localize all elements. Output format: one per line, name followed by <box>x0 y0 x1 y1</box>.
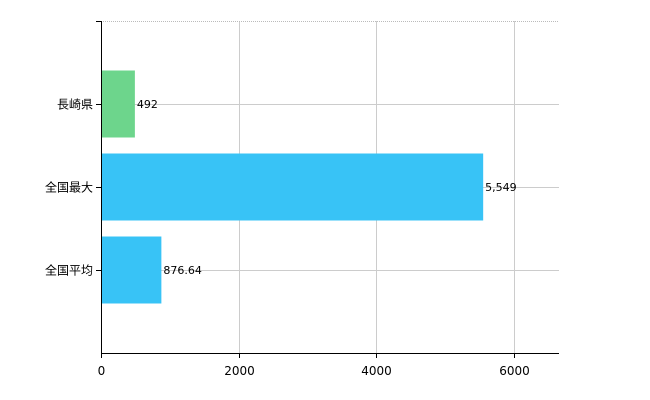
y-tick-label: 長崎県 <box>57 98 93 112</box>
bar-value-label: 5,549 <box>485 181 517 194</box>
bars <box>101 70 484 304</box>
y-tick-label: 全国平均 <box>45 263 93 278</box>
bar-3 <box>101 236 162 304</box>
x-tick-label: 0 <box>98 364 106 378</box>
y-tick-label: 全国最大 <box>45 180 93 195</box>
x-tick-label: 2000 <box>224 364 255 378</box>
x-tick-label: 6000 <box>499 364 530 378</box>
bar-2 <box>101 153 484 221</box>
axes <box>96 21 559 358</box>
bar-1 <box>101 70 135 138</box>
bar-value-label: 876.64 <box>163 264 202 277</box>
x-tick-label: 4000 <box>361 364 392 378</box>
bar-value-label: 492 <box>137 98 158 111</box>
